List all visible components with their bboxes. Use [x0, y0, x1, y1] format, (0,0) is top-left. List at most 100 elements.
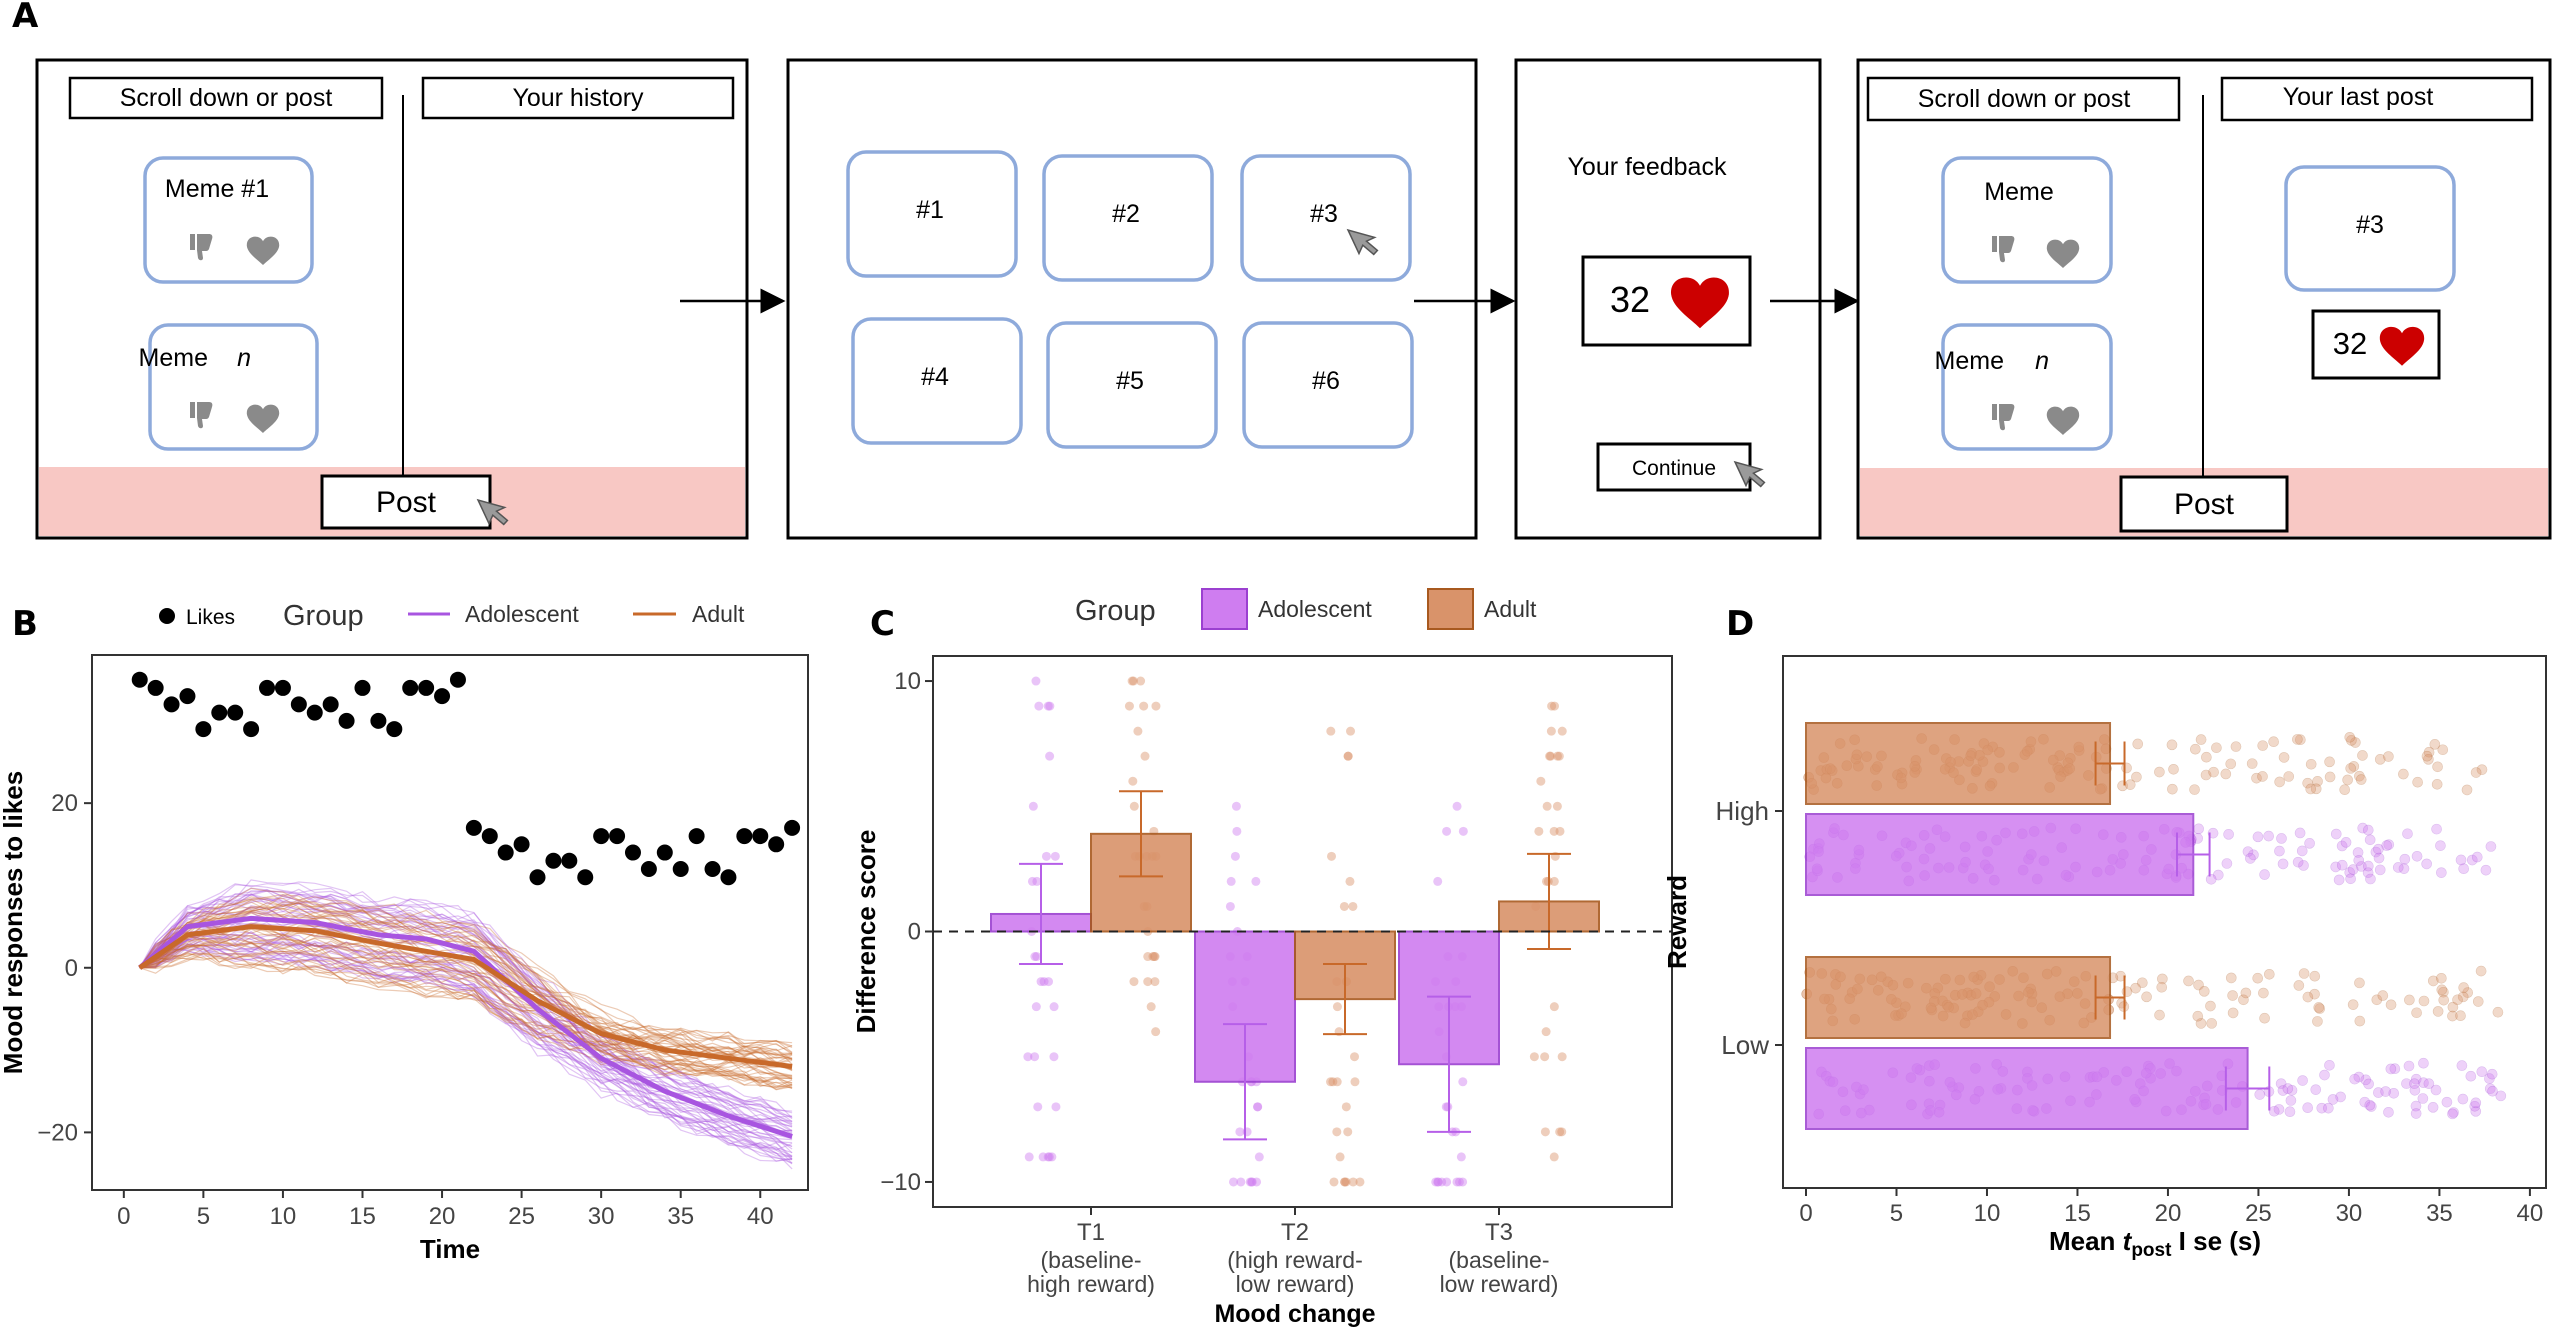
raw-point: [1542, 801, 1552, 811]
adolescent-legend-label: Adolescent: [1258, 596, 1372, 622]
raw-point: [2418, 995, 2430, 1007]
raw-point: [2258, 987, 2269, 999]
raw-point: [2305, 758, 2317, 770]
meme-card-1[interactable]: [1941, 156, 2113, 284]
meme-tile[interactable]: [1242, 321, 1414, 449]
raw-point: [2282, 1083, 2294, 1094]
meme-tile-label: #1: [916, 196, 944, 224]
raw-point: [1226, 876, 1236, 886]
y-tick-label: 0: [908, 919, 921, 946]
continue-button[interactable]: [1596, 442, 1752, 492]
individual-trajectory-adolescent: [139, 948, 793, 1170]
raw-point: [2349, 1073, 2360, 1085]
adolescent-legend-swatch: [1201, 588, 1248, 630]
raw-point: [2363, 1078, 2374, 1090]
individual-trajectory-adult: [139, 901, 793, 1076]
raw-point: [2314, 1003, 2326, 1014]
x-tick-label: 15: [349, 1203, 376, 1230]
raw-point: [1555, 826, 1565, 836]
likes-point: [593, 828, 610, 845]
meme-tile[interactable]: [1042, 154, 1214, 282]
raw-point: [2330, 828, 2342, 840]
raw-point: [2286, 1085, 2298, 1096]
y-tick-label: 0: [65, 955, 78, 982]
meme-tile[interactable]: [1046, 321, 1218, 449]
post-button[interactable]: [2119, 475, 2289, 533]
individual-trajectory-adolescent: [139, 890, 793, 1150]
raw-point: [1139, 701, 1149, 711]
group-legend-title: Group: [283, 600, 364, 632]
individual-trajectory-adult: [139, 956, 793, 1061]
last-post-likes: 32: [2333, 326, 2367, 361]
raw-point: [1326, 726, 1336, 736]
individual-trajectory-adolescent: [139, 943, 793, 1157]
scroll-header-box: [1866, 76, 2181, 122]
raw-point: [2205, 1000, 2216, 1012]
individual-trajectory-adult: [139, 907, 793, 1080]
panel-d-chart: 0 5 10 15 20 25 30 35 40 High Low Reward Mean tpost …: [1662, 655, 2547, 1261]
raw-point: [2458, 863, 2469, 874]
raw-point: [1032, 952, 1042, 962]
x-tick-label: 25: [2245, 1200, 2272, 1227]
raw-point: [2339, 784, 2351, 796]
screen-grid: #1 #2 #3 #4 #5 #6: [786, 58, 1478, 540]
raw-point: [1043, 1152, 1053, 1162]
raw-point: [2455, 854, 2467, 866]
meme-card-n[interactable]: [1941, 323, 2113, 451]
meme-tile-label: #5: [1116, 367, 1144, 395]
individual-trajectory-adolescent: [139, 947, 793, 1132]
likes-point: [227, 704, 244, 721]
meme-tile[interactable]: [851, 317, 1023, 445]
raw-point: [1552, 801, 1562, 811]
meme-tile[interactable]: [846, 150, 1018, 278]
raw-point: [2278, 752, 2290, 763]
likes-point: [211, 704, 228, 721]
raw-point: [2457, 991, 2469, 1003]
raw-point: [2404, 994, 2415, 1006]
raw-point: [2259, 869, 2270, 880]
raw-point: [1348, 1177, 1358, 1187]
raw-point: [2347, 864, 2359, 875]
x-tick-label: 40: [747, 1203, 774, 1230]
likes-point: [370, 712, 387, 729]
likes-point: [322, 696, 339, 713]
raw-point: [1133, 726, 1143, 736]
raw-point: [2461, 784, 2473, 796]
raw-point: [2257, 771, 2268, 782]
individual-trajectory-adolescent: [139, 933, 793, 1158]
individual-trajectory-adolescent: [139, 892, 793, 1134]
scroll-or-post-header: Scroll down or post: [1918, 85, 2131, 113]
raw-point: [2388, 1087, 2400, 1099]
raw-point: [2294, 827, 2306, 839]
raw-point: [2480, 864, 2492, 876]
raw-point: [1049, 1052, 1059, 1062]
raw-point: [2324, 1059, 2335, 1071]
screen-feed: Scroll down or post Your history Meme #1…: [35, 58, 749, 540]
individual-trajectory-adolescent: [139, 907, 793, 1162]
individual-trajectory-adult: [139, 945, 793, 1089]
likes-point: [609, 828, 626, 845]
raw-point: [1335, 1152, 1345, 1162]
raw-point: [1557, 1127, 1567, 1137]
raw-point: [2418, 1077, 2429, 1089]
raw-point: [2350, 737, 2361, 748]
raw-point: [2492, 1006, 2504, 1018]
x-tick-label: 10: [1974, 1200, 2001, 1227]
raw-point: [1549, 1002, 1559, 1012]
raw-point: [1431, 1177, 1441, 1187]
individual-trajectory-adolescent: [139, 881, 793, 1154]
raw-point: [2252, 831, 2264, 843]
individual-trajectory-adult: [139, 941, 793, 1054]
likes-point: [720, 869, 737, 886]
individual-trajectory-adult: [139, 943, 793, 1091]
raw-point: [1251, 876, 1261, 886]
raw-point: [2166, 739, 2178, 751]
individual-trajectory-adolescent: [139, 888, 793, 1125]
x-tick-label: 5: [197, 1203, 210, 1230]
y-tick-label: High: [1716, 796, 1769, 826]
raw-point: [2227, 1007, 2239, 1019]
raw-point: [2293, 980, 2305, 991]
raw-point: [1253, 1102, 1263, 1112]
post-button[interactable]: [320, 474, 492, 530]
raw-point: [1140, 751, 1150, 761]
